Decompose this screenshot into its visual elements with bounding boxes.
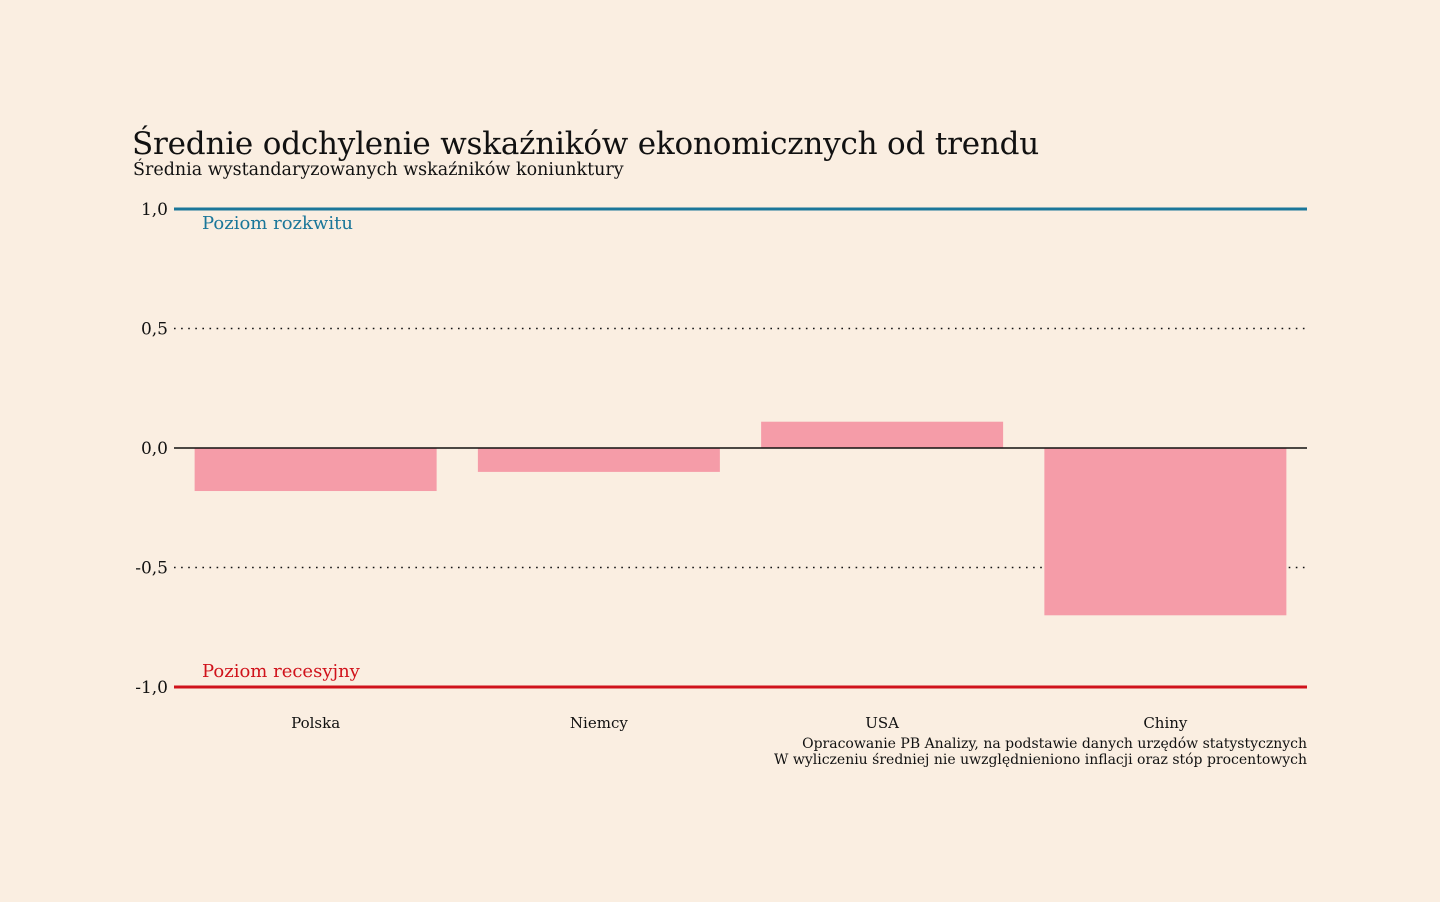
- bar-niemcy: [477, 448, 720, 472]
- source-note: Opracowanie PB Analizy, na podstawie dan…: [774, 736, 1307, 768]
- y-tick-label: -0,5: [135, 559, 168, 579]
- reference-line-label: Poziom recesyjny: [202, 661, 361, 682]
- x-axis-categories: Polska Niemcy USA Chiny: [291, 714, 1188, 732]
- y-tick-label: 1,0: [141, 200, 168, 220]
- category-label: Niemcy: [570, 714, 628, 732]
- bar-polska: [194, 448, 437, 492]
- bar-usa: [761, 421, 1004, 448]
- category-label: USA: [865, 714, 899, 732]
- bar-chiny: [1044, 448, 1287, 616]
- footnote-line: Opracowanie PB Analizy, na podstawie dan…: [802, 736, 1307, 752]
- chart-title: Średnie odchylenie wskaźników ekonomiczn…: [132, 126, 1040, 162]
- reference-line-label: Poziom rozkwitu: [202, 213, 353, 234]
- category-label: Polska: [291, 714, 340, 732]
- category-label: Chiny: [1143, 714, 1188, 732]
- y-tick-label: -1,0: [135, 678, 168, 698]
- footnote-line: W wyliczeniu średniej nie uwzględnienion…: [774, 752, 1307, 768]
- reference-lines: Poziom rozkwitu Poziom recesyjny: [174, 207, 1307, 689]
- y-axis-ticks: 1,0 0,5 0,0 -0,5 -1,0: [135, 200, 168, 698]
- y-tick-label: 0,0: [141, 439, 168, 459]
- chart-subtitle: Średnia wystandaryzowanych wskaźników ko…: [133, 160, 624, 180]
- y-tick-label: 0,5: [141, 320, 168, 340]
- bar-layer: [194, 421, 1287, 616]
